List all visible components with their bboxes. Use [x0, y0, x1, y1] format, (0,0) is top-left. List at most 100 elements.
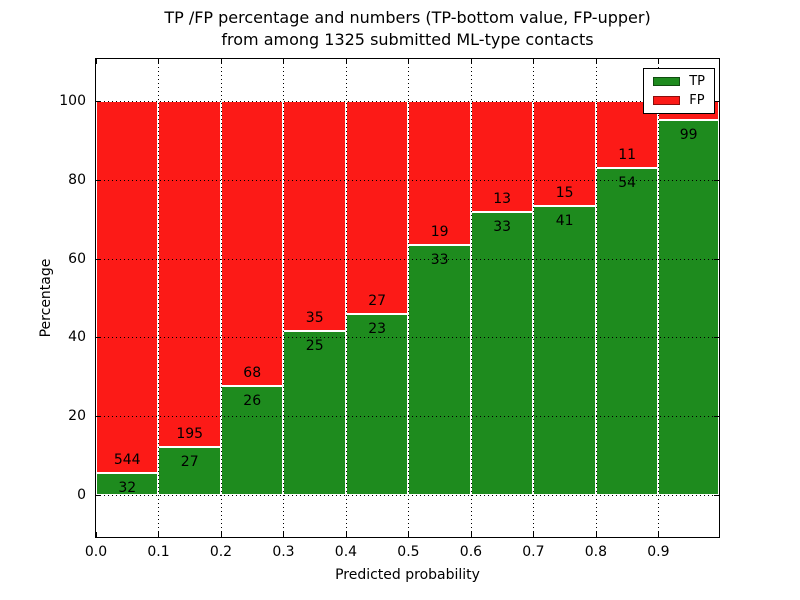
bar-fp-segment [345, 100, 409, 314]
x-tick-mark [470, 532, 472, 537]
tp-count-label: 32 [118, 480, 137, 497]
legend: TP FP [643, 68, 715, 114]
bar-tp-segment [408, 244, 471, 496]
y-gridline [96, 100, 719, 102]
x-tick-mark [220, 59, 222, 64]
x-tick-mark [96, 59, 97, 64]
tp-count-label: 99 [679, 126, 698, 143]
tp-count-label: 33 [430, 251, 449, 268]
legend-entry: FP [653, 94, 705, 107]
bar-tp-segment [220, 386, 284, 496]
y-tick-label: 0 [77, 487, 86, 504]
y-tick-label: 20 [68, 408, 86, 425]
y-gridline [96, 337, 719, 339]
y-tick-mark [714, 258, 719, 260]
y-gridline [96, 495, 719, 497]
x-tick-label: 0.0 [84, 544, 108, 560]
x-tick-mark [408, 532, 410, 537]
x-gridline [658, 59, 660, 537]
x-tick-mark [158, 59, 160, 64]
x-tick-mark [220, 532, 222, 537]
x-tick-mark [595, 59, 597, 64]
y-tick-label: 40 [68, 329, 86, 346]
y-axis-label: Percentage [38, 258, 54, 338]
legend-label: FP [689, 93, 705, 108]
x-tick-mark [345, 532, 347, 537]
bar-fp-segment [533, 100, 596, 207]
tp-count-label: 23 [368, 320, 387, 337]
x-gridline [158, 59, 160, 537]
x-tick-label: 0.7 [522, 544, 545, 560]
bar-tp-segment [345, 313, 409, 496]
legend-entry: TP [653, 75, 705, 88]
y-gridline [96, 416, 719, 418]
fp-count-label: 195 [176, 426, 204, 443]
y-tick-mark [714, 100, 719, 102]
bar-fp-segment [220, 100, 284, 387]
x-gridline [533, 59, 535, 537]
chart-title-line1: TP /FP percentage and numbers (TP-bottom… [164, 8, 651, 27]
x-tick-mark [533, 532, 535, 537]
x-tick-label: 0.9 [647, 544, 670, 560]
fp-count-label: 27 [368, 292, 387, 309]
x-tick-mark [595, 532, 597, 537]
x-tick-mark [658, 532, 660, 537]
fp-count-label: 68 [243, 365, 262, 382]
bar-tp-segment [283, 330, 346, 496]
x-tick-mark [408, 59, 410, 64]
x-tick-label: 0.4 [334, 544, 358, 560]
fp-count-label: 15 [555, 185, 574, 202]
bar-tp-segment [658, 119, 719, 496]
y-tick-mark [714, 416, 719, 418]
y-gridline [96, 258, 719, 260]
bar-tp-segment [470, 212, 534, 496]
y-tick-label: 100 [59, 92, 86, 109]
x-tick-label: 0.1 [147, 544, 170, 560]
bar-fp-segment [96, 100, 159, 474]
y-tick-label: 80 [68, 171, 86, 188]
fp-count-label: 19 [430, 223, 449, 240]
fp-count-label: 13 [493, 191, 512, 208]
tp-count-label: 41 [555, 213, 574, 230]
x-axis-label: Predicted probability [335, 567, 480, 583]
tp-swatch-icon [653, 77, 681, 86]
y-tick-mark [96, 100, 101, 102]
x-gridline [220, 59, 222, 537]
x-gridline [595, 59, 597, 537]
tp-count-label: 33 [493, 219, 512, 236]
bar-tp-segment [96, 473, 159, 496]
x-tick-mark [345, 59, 347, 64]
x-tick-label: 0.2 [209, 544, 233, 560]
tp-count-label: 26 [243, 393, 262, 410]
chart-title-line2: from among 1325 submitted ML-type contac… [221, 30, 594, 49]
y-tick-mark [714, 179, 719, 181]
legend-label: TP [689, 74, 705, 89]
y-tick-mark [714, 337, 719, 339]
x-tick-mark [96, 532, 97, 537]
tp-count-label: 27 [180, 454, 199, 471]
x-tick-label: 0.6 [459, 544, 483, 560]
y-tick-label: 60 [68, 250, 86, 267]
x-gridline [408, 59, 410, 537]
bar-fp-segment [408, 100, 471, 245]
bar-tp-segment [158, 447, 221, 496]
fp-swatch-icon [653, 96, 681, 105]
y-tick-mark [96, 337, 101, 339]
fp-count-label: 11 [618, 146, 637, 163]
x-tick-mark [158, 532, 160, 537]
tp-count-label: 25 [305, 337, 324, 354]
x-tick-label: 0.5 [397, 544, 420, 560]
y-gridline [96, 179, 719, 181]
y-tick-mark [714, 495, 719, 497]
x-tick-mark [283, 59, 285, 64]
tp-count-label: 54 [618, 174, 637, 191]
y-tick-mark [96, 179, 101, 181]
fp-count-label: 544 [113, 452, 141, 469]
fp-count-label: 35 [305, 309, 324, 326]
x-tick-mark [283, 532, 285, 537]
x-gridline [345, 59, 347, 537]
bar-tp-segment [595, 167, 659, 496]
bar-tp-segment [533, 206, 596, 496]
x-tick-mark [470, 59, 472, 64]
